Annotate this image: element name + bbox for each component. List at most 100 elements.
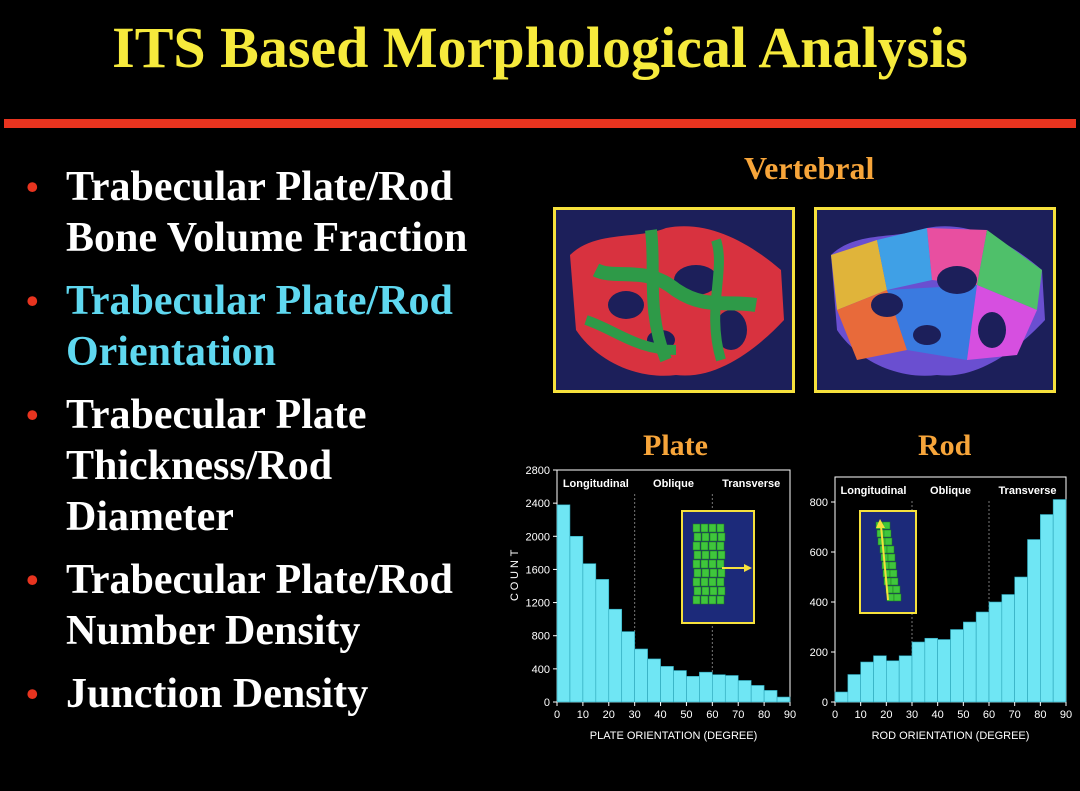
rod-x-axis-label: ROD ORIENTATION (DEGREE) — [872, 730, 1030, 742]
rod-x-tick-label: 20 — [880, 709, 892, 721]
plate-orientation-chart: Longitudinal Oblique Transverse 0 10 20 30 40 50… — [509, 465, 796, 742]
rod-region-label: Oblique — [930, 485, 971, 497]
rod-label: Rod — [918, 429, 972, 462]
bullet-line: Junction Density — [66, 671, 369, 717]
plate-x-tick-label: 70 — [732, 709, 744, 721]
plate-inset-voxel — [708, 595, 717, 605]
rod-x-tick-label: 30 — [906, 709, 918, 721]
rod-bar — [834, 691, 849, 703]
rod-x-tick-label: 50 — [957, 709, 969, 721]
rod-bar — [898, 655, 913, 703]
plate-bar — [660, 666, 674, 703]
rod-inset-voxel — [886, 545, 895, 554]
bullet-dot-icon: • — [26, 395, 39, 435]
rod-inset-arrowhead — [876, 519, 885, 528]
bullet-bv-fraction: • Trabecular Plate/Rod Bone Volume Fract… — [26, 162, 546, 264]
bullet-line: Trabecular Plate/Rod — [66, 557, 453, 603]
rod-x-tick-label: 60 — [983, 709, 995, 721]
vertebral-label: Vertebral — [744, 150, 875, 186]
rod-bar — [911, 641, 926, 703]
bullet-line: Diameter — [66, 494, 234, 540]
plate-label: Plate — [643, 429, 708, 462]
plate-inset-voxel — [692, 541, 701, 551]
plate-bar — [582, 563, 597, 703]
rod-inset-voxel — [892, 585, 901, 594]
plate-x-tick-label: 90 — [784, 709, 796, 721]
plate-inset-voxel — [692, 559, 701, 569]
rod-x-tick-label: 40 — [932, 709, 944, 721]
plate-x-tick-label: 50 — [680, 709, 692, 721]
plate-inset-voxel — [693, 550, 702, 560]
vertebral-render-segmented — [814, 207, 1056, 393]
rod-x-tick-label: 80 — [1034, 709, 1046, 721]
plate-inset-voxel — [716, 559, 725, 569]
rod-inset-arrow — [880, 525, 889, 601]
plate-bar — [608, 608, 623, 703]
rod-bar — [963, 621, 977, 703]
plate-bar — [763, 690, 778, 703]
rod-inset-voxel — [884, 537, 893, 546]
plate-inset-voxel — [693, 586, 702, 596]
bullet-dot-icon: • — [26, 674, 39, 714]
plate-y-axis-label-letter: N — [509, 560, 521, 568]
plate-bar — [724, 675, 739, 703]
plate-bar — [647, 658, 661, 703]
bullet-dot-icon: • — [26, 167, 39, 207]
bullet-list: • Trabecular Plate/Rod Bone Volume Fract… — [26, 162, 546, 732]
plate-y-tick-label: 2400 — [526, 498, 550, 510]
plate-bar — [595, 579, 610, 703]
plate-inset-voxel — [709, 550, 718, 560]
plate-inset-voxel — [692, 595, 701, 605]
plate-inset-arrowhead — [744, 564, 752, 572]
rod-bar — [1027, 539, 1041, 703]
rod-y-tick-label: 800 — [810, 497, 828, 509]
plate-inset-voxel — [692, 523, 701, 533]
plate-inset-voxel — [708, 559, 717, 569]
bullet-line: Trabecular Plate/Rod — [66, 278, 453, 324]
plate-bar — [556, 504, 571, 703]
plate-bar — [673, 670, 687, 703]
rod-inset-voxel — [887, 553, 896, 562]
bullet-line: Thickness/Rod — [66, 443, 333, 489]
bullet-junction-density: • Junction Density — [26, 669, 546, 720]
plate-inset-voxel — [701, 586, 710, 596]
plate-y-axis-label-letter: O — [509, 581, 521, 590]
plate-inset-voxel — [708, 577, 717, 587]
bullet-line: Orientation — [66, 329, 276, 375]
plate-y-tick-label: 400 — [532, 664, 550, 676]
rod-bar — [950, 629, 964, 703]
vertebral-render-plate-rod — [553, 207, 795, 393]
bullet-number-density: • Trabecular Plate/Rod Number Density — [26, 555, 546, 657]
plate-y-tick-label: 0 — [544, 697, 550, 709]
rod-y-tick-label: 200 — [810, 647, 828, 659]
slide-title: ITS Based Morphological Analysis — [112, 15, 968, 80]
rod-bar — [937, 639, 951, 703]
plate-bar — [686, 676, 700, 703]
plate-bar — [569, 535, 584, 703]
plate-inset-voxel — [708, 523, 717, 533]
rod-x-tick-label: 90 — [1060, 709, 1072, 721]
bullet-dot-icon: • — [26, 560, 39, 600]
plate-y-axis-label-letter: U — [509, 571, 521, 579]
rod-inset-voxel — [883, 529, 892, 538]
plate-bar — [699, 671, 713, 703]
plate-x-tick-label: 30 — [629, 709, 641, 721]
bullet-orientation: • Trabecular Plate/Rod Orientation — [26, 276, 546, 378]
plate-bar — [737, 680, 752, 703]
plate-inset-voxel — [700, 523, 709, 533]
rod-bar — [1040, 514, 1054, 703]
plate-region-label: Longitudinal — [563, 478, 629, 490]
plate-y-tick-label: 800 — [532, 631, 550, 643]
rod-y-tick-label: 0 — [822, 697, 828, 709]
plate-bar — [712, 674, 726, 703]
plate-inset-voxel — [701, 532, 710, 542]
rod-inset-voxel — [888, 561, 897, 570]
plate-inset-voxel — [709, 586, 718, 596]
plate-inset-voxel — [700, 559, 709, 569]
plate-inset-voxel — [717, 550, 726, 560]
rod-x-tick-label: 10 — [855, 709, 867, 721]
rod-region-label: Longitudinal — [841, 485, 907, 497]
plate-inset-voxel — [693, 532, 702, 542]
rod-inset-voxel — [890, 577, 899, 586]
plate-y-tick-label: 2800 — [526, 465, 550, 477]
